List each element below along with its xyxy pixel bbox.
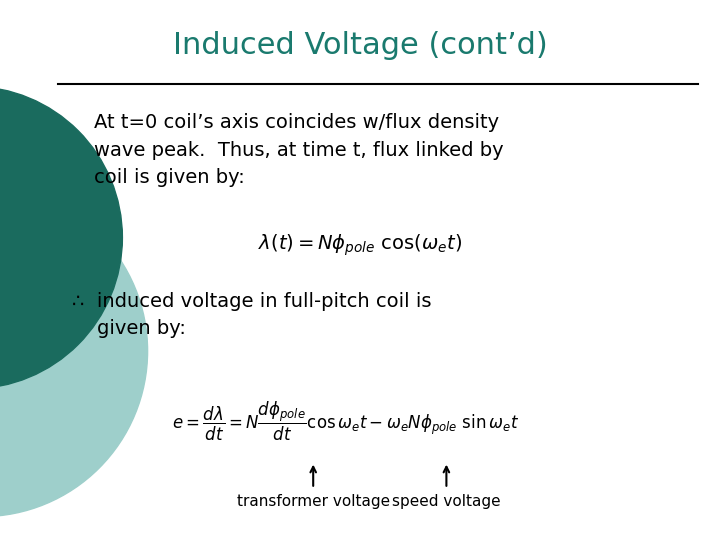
Text: $\lambda(t) = N\phi_{pole}\ \cos(\omega_e t)$: $\lambda(t) = N\phi_{pole}\ \cos(\omega_… bbox=[258, 233, 462, 259]
Text: ∴  induced voltage in full-pitch coil is
    given by:: ∴ induced voltage in full-pitch coil is … bbox=[72, 292, 431, 338]
Text: At t=0 coil’s axis coincides w/flux density
wave peak.  Thus, at time t, flux li: At t=0 coil’s axis coincides w/flux dens… bbox=[94, 113, 503, 187]
Text: Induced Voltage (cont’d): Induced Voltage (cont’d) bbox=[173, 31, 547, 60]
Text: $e = \dfrac{d\lambda}{dt} = N\dfrac{d\phi_{pole}}{dt}\cos\omega_e t - \omega_e N: $e = \dfrac{d\lambda}{dt} = N\dfrac{d\ph… bbox=[172, 400, 519, 443]
Text: speed voltage: speed voltage bbox=[392, 494, 500, 509]
Text: transformer voltage: transformer voltage bbox=[237, 494, 390, 509]
Ellipse shape bbox=[0, 185, 148, 517]
Ellipse shape bbox=[0, 86, 122, 389]
